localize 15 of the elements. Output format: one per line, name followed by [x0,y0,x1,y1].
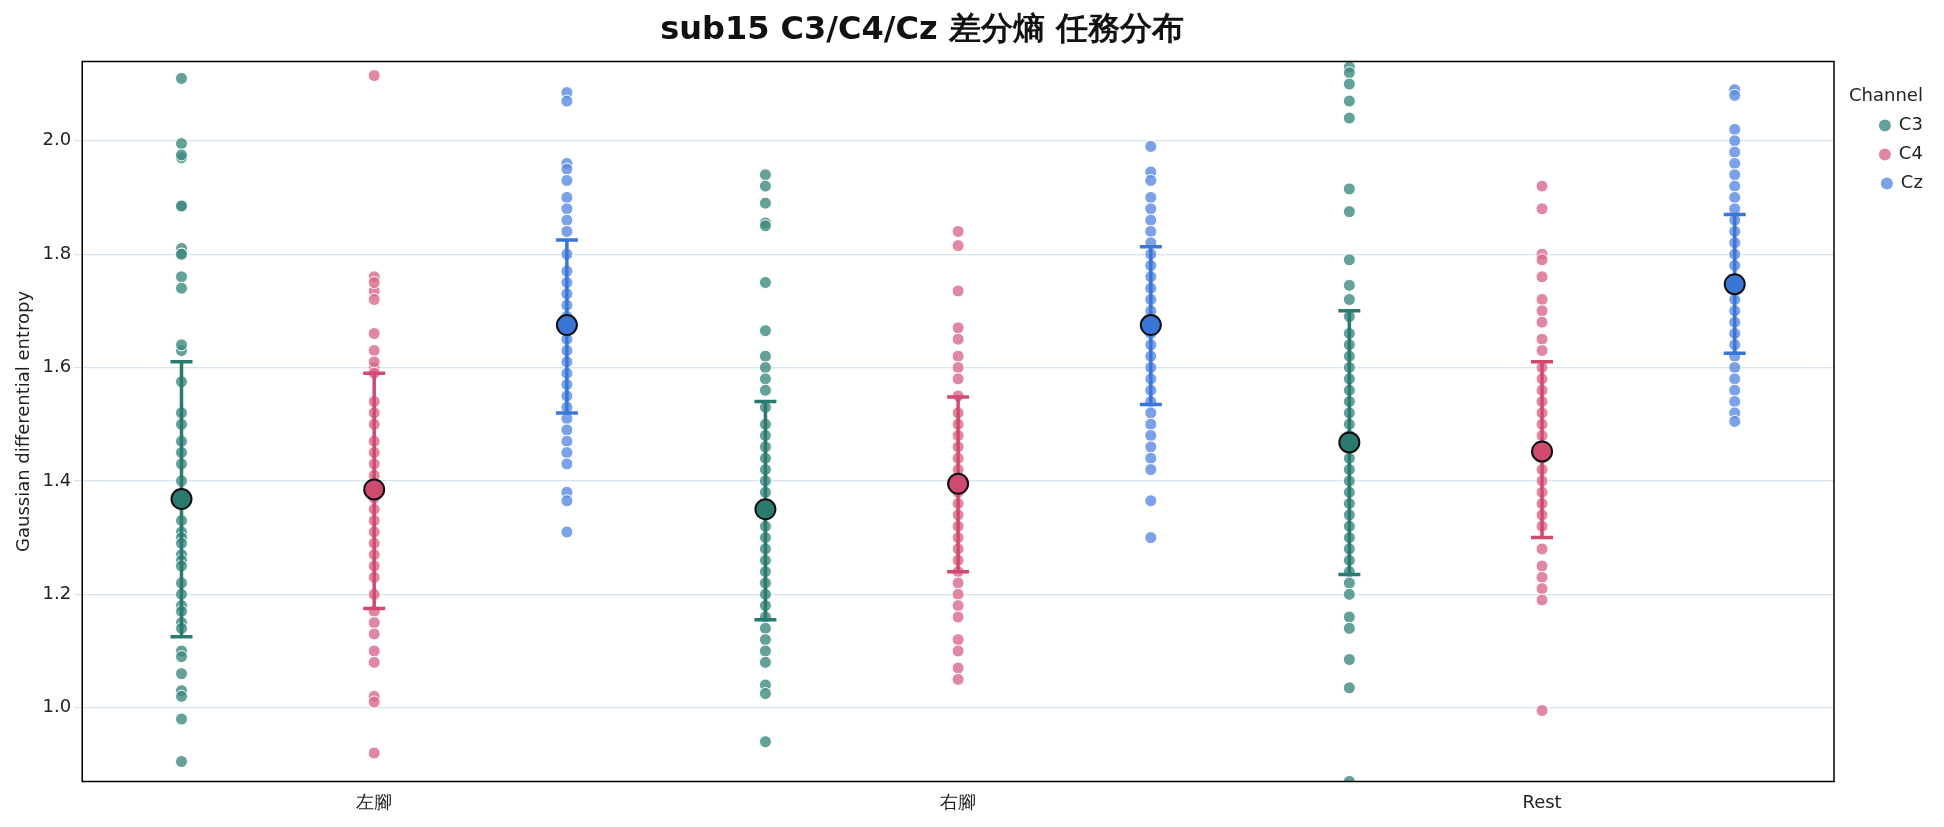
y-tick-label: 1.8 [42,241,72,263]
y-tick-label: 1.0 [42,695,72,717]
chart-title: sub15 C3/C4/Cz 差分熵 任務分布 [660,8,1184,47]
y-tick-label: 1.2 [42,581,72,603]
legend-title: Channel [1848,84,1923,106]
x-tick-label: 左腳 [356,790,393,812]
y-axis-title: Gaussian differential entropy [12,290,34,552]
legend-label: C3 [1898,113,1923,135]
x-tick-label: 右腳 [940,790,977,812]
legend-label: C4 [1898,142,1923,164]
y-tick-label: 1.6 [42,355,72,377]
legend-label: Cz [1900,171,1923,193]
x-tick-label: Rest [1522,790,1562,812]
y-tick-label: 2.0 [42,128,72,150]
y-tick-label: 1.4 [42,468,72,490]
